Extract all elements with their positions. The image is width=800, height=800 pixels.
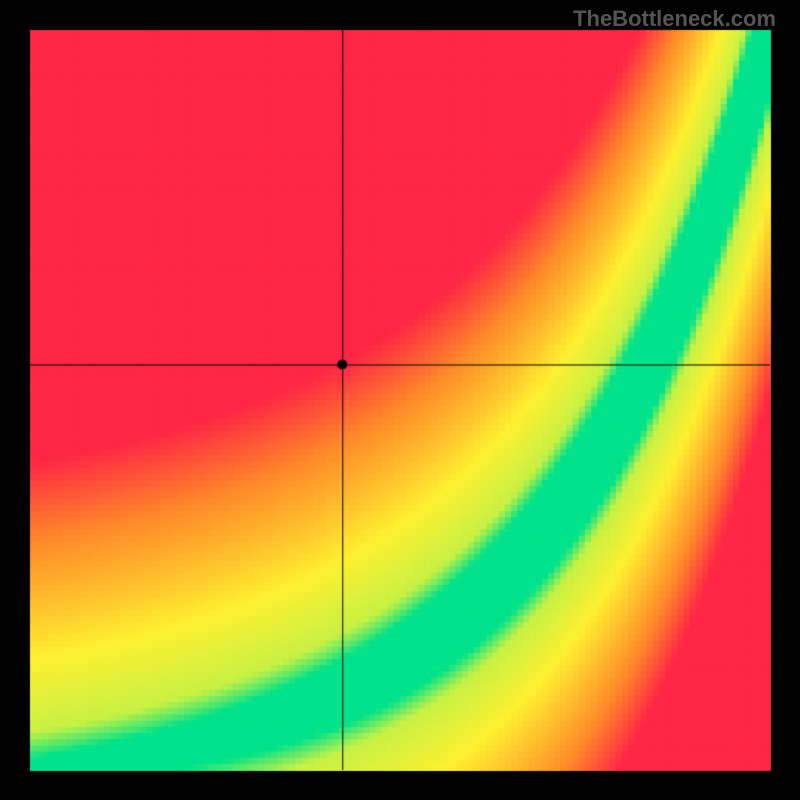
watermark-text: TheBottleneck.com xyxy=(573,6,776,32)
chart-container: TheBottleneck.com xyxy=(0,0,800,800)
heatmap-canvas xyxy=(0,0,800,800)
